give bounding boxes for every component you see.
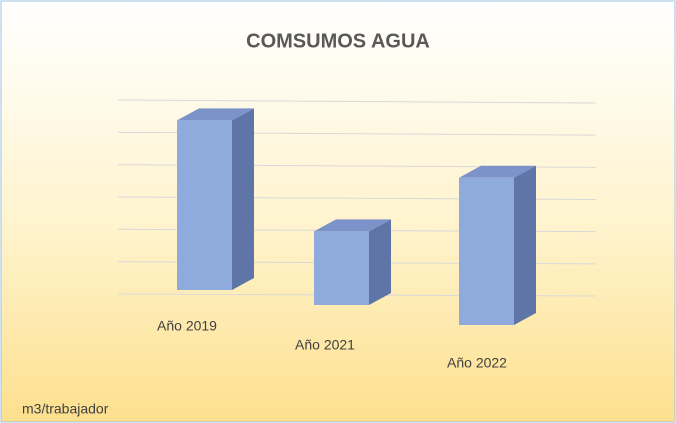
bar-side — [369, 219, 391, 305]
bar — [459, 177, 514, 325]
chart-title: COMSUMOS AGUA — [246, 30, 430, 52]
bar-side — [514, 165, 536, 325]
bar-top — [459, 165, 536, 178]
x-tick-label: Año 2021 — [295, 337, 355, 353]
bar-top — [177, 108, 254, 121]
x-tick-label: Año 2022 — [447, 355, 507, 371]
bar-top — [314, 219, 391, 232]
x-tick-label: Año 2019 — [157, 318, 217, 334]
grid-line — [117, 99, 597, 104]
bar — [177, 120, 232, 291]
bar-side — [232, 108, 254, 291]
bar — [314, 231, 369, 305]
footer: m3/trabajador — [22, 401, 109, 417]
